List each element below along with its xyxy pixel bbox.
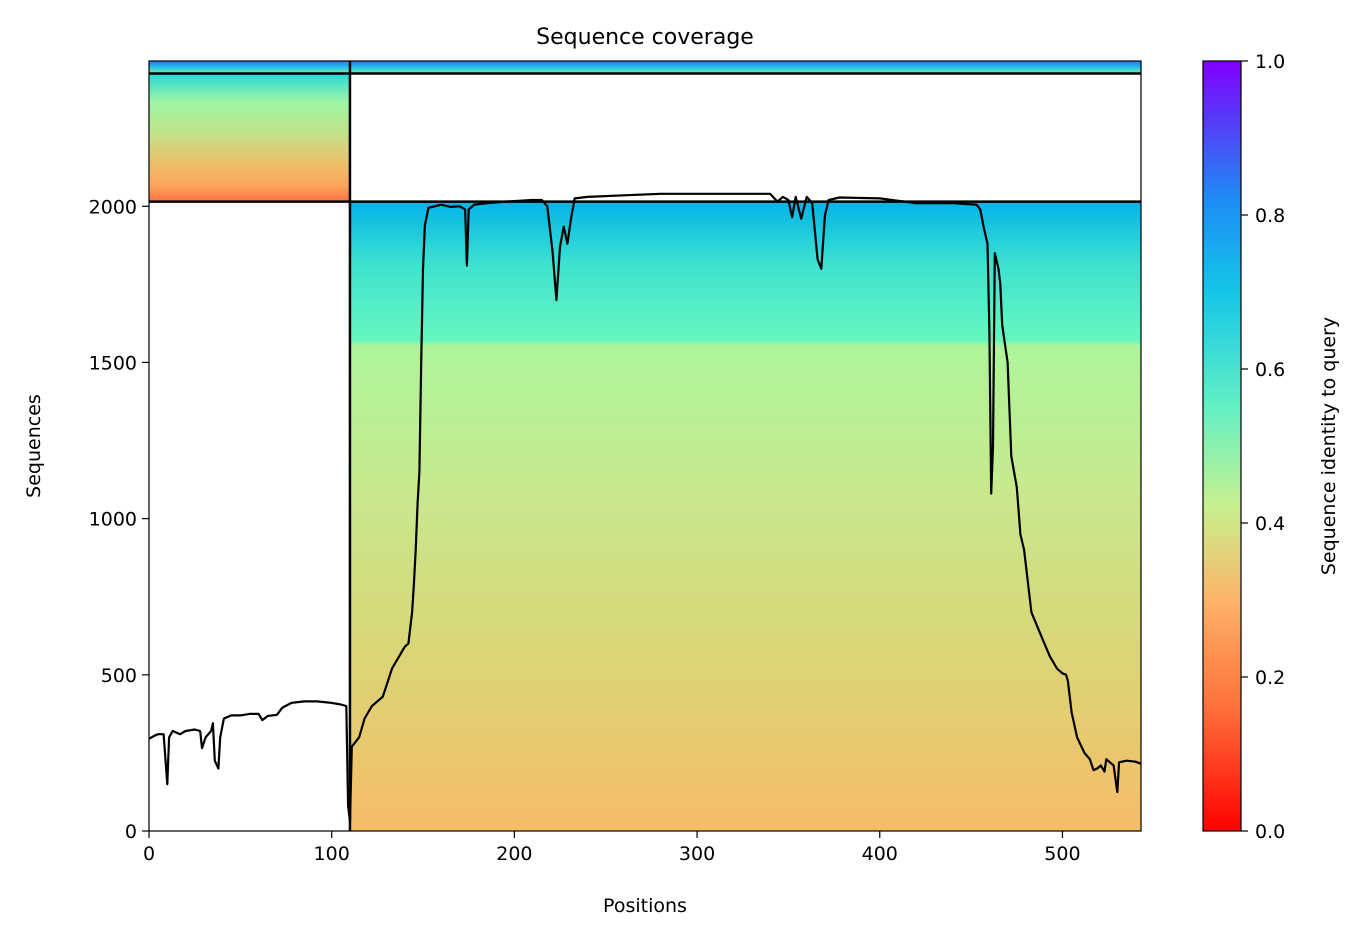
msa-blocks xyxy=(149,61,1141,831)
y-axis-label: Sequences xyxy=(23,394,45,498)
x-axis-ticks: 0 100 200 300 400 500 xyxy=(143,831,1081,865)
colorbar-tick-label: 1.0 xyxy=(1255,51,1285,73)
colorbar-tick-label: 0.4 xyxy=(1255,513,1285,535)
msa-block xyxy=(149,61,1141,74)
y-tick-label: 1500 xyxy=(89,352,137,374)
x-axis-label: Positions xyxy=(603,895,687,917)
y-tick-label: 0 xyxy=(125,821,137,843)
colorbar-tick-label: 0.2 xyxy=(1255,667,1285,689)
colorbar-tick-label: 0.0 xyxy=(1255,821,1285,843)
x-tick-label: 400 xyxy=(862,843,898,865)
y-axis-ticks: 0 500 1000 1500 2000 xyxy=(89,196,149,843)
colorbar-tick-label: 0.8 xyxy=(1255,205,1285,227)
x-tick-label: 300 xyxy=(679,843,715,865)
y-tick-label: 500 xyxy=(101,665,137,687)
x-tick-label: 0 xyxy=(143,843,155,865)
y-tick-label: 2000 xyxy=(89,196,137,218)
plot-frame xyxy=(148,60,1142,832)
colorbar-label: Sequence identity to query xyxy=(1318,317,1340,575)
chain-boundaries xyxy=(149,61,1141,831)
colorbar xyxy=(1202,60,1242,832)
colorbar-tick-label: 0.6 xyxy=(1255,359,1285,381)
msa-block xyxy=(349,201,1141,831)
x-tick-label: 500 xyxy=(1044,843,1080,865)
x-tick-label: 100 xyxy=(314,843,350,865)
colorbar-ticks: 0.0 0.2 0.4 0.6 0.8 1.0 xyxy=(1241,51,1285,843)
coverage-line xyxy=(149,192,1141,823)
chart-title: Sequence coverage xyxy=(536,25,754,50)
msa-block xyxy=(149,73,350,202)
x-tick-label: 200 xyxy=(496,843,532,865)
y-tick-label: 1000 xyxy=(89,509,137,531)
